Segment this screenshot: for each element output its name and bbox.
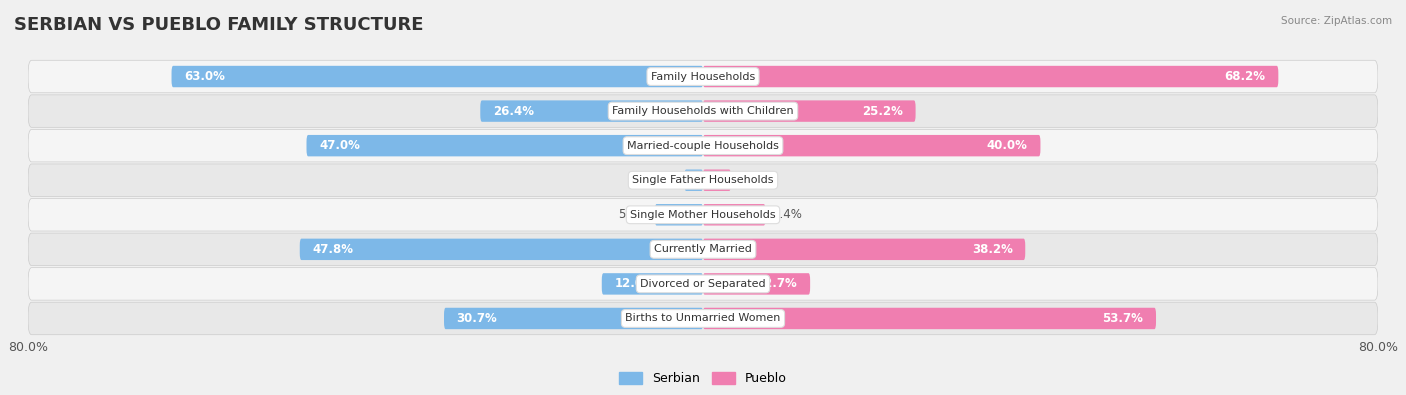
FancyBboxPatch shape	[28, 199, 1378, 231]
FancyBboxPatch shape	[703, 308, 1156, 329]
Text: Divorced or Separated: Divorced or Separated	[640, 279, 766, 289]
Text: 12.0%: 12.0%	[614, 277, 655, 290]
Text: 12.7%: 12.7%	[756, 277, 797, 290]
Text: 25.2%: 25.2%	[862, 105, 903, 118]
Text: Currently Married: Currently Married	[654, 245, 752, 254]
Text: SERBIAN VS PUEBLO FAMILY STRUCTURE: SERBIAN VS PUEBLO FAMILY STRUCTURE	[14, 16, 423, 34]
Text: 2.2%: 2.2%	[648, 174, 678, 187]
FancyBboxPatch shape	[28, 130, 1378, 162]
FancyBboxPatch shape	[28, 268, 1378, 300]
FancyBboxPatch shape	[602, 273, 703, 295]
Text: Family Households: Family Households	[651, 71, 755, 81]
FancyBboxPatch shape	[703, 169, 731, 191]
FancyBboxPatch shape	[481, 100, 703, 122]
FancyBboxPatch shape	[655, 204, 703, 226]
Text: Source: ZipAtlas.com: Source: ZipAtlas.com	[1281, 16, 1392, 26]
Text: 47.0%: 47.0%	[319, 139, 360, 152]
FancyBboxPatch shape	[444, 308, 703, 329]
Text: 63.0%: 63.0%	[184, 70, 225, 83]
FancyBboxPatch shape	[703, 273, 810, 295]
FancyBboxPatch shape	[685, 169, 703, 191]
FancyBboxPatch shape	[703, 204, 765, 226]
Text: 53.7%: 53.7%	[1102, 312, 1143, 325]
FancyBboxPatch shape	[172, 66, 703, 87]
Text: 30.7%: 30.7%	[457, 312, 498, 325]
Text: 7.4%: 7.4%	[772, 208, 801, 221]
Text: 26.4%: 26.4%	[494, 105, 534, 118]
Text: 3.3%: 3.3%	[738, 174, 768, 187]
Text: 47.8%: 47.8%	[312, 243, 353, 256]
Text: Births to Unmarried Women: Births to Unmarried Women	[626, 314, 780, 324]
FancyBboxPatch shape	[703, 239, 1025, 260]
Text: 68.2%: 68.2%	[1225, 70, 1265, 83]
Text: 40.0%: 40.0%	[987, 139, 1028, 152]
FancyBboxPatch shape	[307, 135, 703, 156]
FancyBboxPatch shape	[28, 95, 1378, 127]
Text: 38.2%: 38.2%	[972, 243, 1012, 256]
FancyBboxPatch shape	[28, 60, 1378, 93]
FancyBboxPatch shape	[28, 302, 1378, 335]
Text: Single Father Households: Single Father Households	[633, 175, 773, 185]
FancyBboxPatch shape	[28, 233, 1378, 265]
Text: Family Households with Children: Family Households with Children	[612, 106, 794, 116]
Text: Single Mother Households: Single Mother Households	[630, 210, 776, 220]
FancyBboxPatch shape	[703, 100, 915, 122]
Text: Married-couple Households: Married-couple Households	[627, 141, 779, 150]
FancyBboxPatch shape	[703, 66, 1278, 87]
FancyBboxPatch shape	[299, 239, 703, 260]
FancyBboxPatch shape	[28, 164, 1378, 196]
Text: 5.7%: 5.7%	[619, 208, 648, 221]
Legend: Serbian, Pueblo: Serbian, Pueblo	[614, 367, 792, 390]
FancyBboxPatch shape	[703, 135, 1040, 156]
